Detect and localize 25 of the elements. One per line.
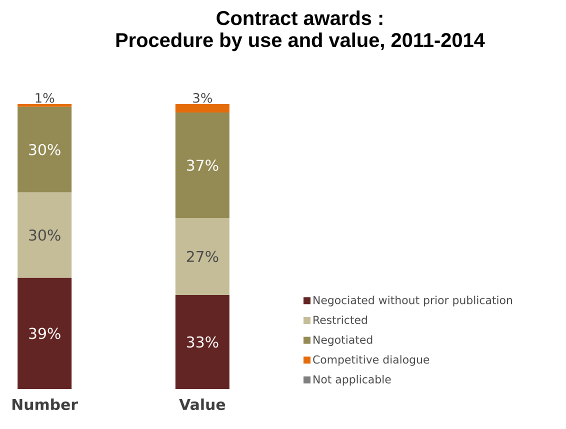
bar [18,104,72,107]
legend-label: Not applicable [314,374,391,386]
bar [175,294,230,389]
data-label: 39% [29,328,60,340]
bar [18,278,72,389]
data-label: 33% [186,336,218,348]
bar [175,112,230,218]
legend-label: Negotiated [314,335,372,346]
x-tick-label: Number [12,398,78,410]
data-label: 3% [193,93,212,103]
data-label: 27% [186,250,218,262]
legend-label: Negociated without prior publication [314,296,512,306]
data-label: 30% [29,229,60,241]
chart-title: Contract awards : [216,10,382,26]
data-label: 1% [36,93,54,103]
bar [18,192,72,278]
data-label: 30% [29,144,60,156]
legend-label: Competitive dialogue [313,355,430,366]
bar [18,106,72,192]
legend-label: Restricted [314,316,367,324]
x-tick-label: Value [179,398,226,410]
bar [175,218,230,295]
bar [175,104,230,113]
data-label: 37% [186,160,218,171]
chart-subtitle: Procedure by use and value, 2011-2014 [116,32,485,52]
